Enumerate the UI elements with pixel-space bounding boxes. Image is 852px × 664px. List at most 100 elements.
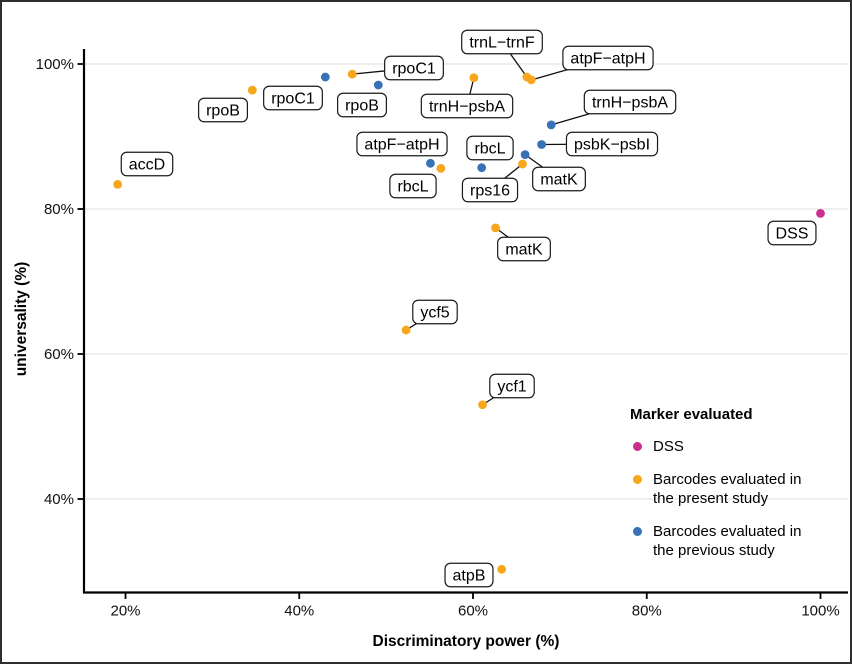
data-point-matK [520, 150, 530, 160]
point-label-text: ycf5 [420, 305, 449, 322]
point-labels: accD rpoB rpoC1 rpoC1 rpoB trnH−psbA trnL−trnF… [120, 29, 817, 588]
point-label-box [466, 135, 514, 161]
data-point-DSS [816, 208, 825, 218]
point-label-box [384, 55, 444, 81]
point-label-atpB: atpB [444, 562, 494, 588]
data-point-atpF−atpH [526, 75, 536, 85]
point-label-box [461, 177, 519, 203]
point-label-ycf5: ycf5 [412, 299, 458, 325]
data-point-rps16 [518, 159, 527, 169]
point-label-text: atpF−atpH [364, 137, 439, 154]
point-label-box [497, 236, 551, 262]
legend-items: DSS Barcodes evaluated in the present stud… [630, 437, 845, 561]
data-point-psbK−psbI [537, 140, 547, 149]
legend-dot-previous-icon [633, 526, 642, 536]
point-label-rbcL: rbcL [389, 173, 437, 199]
legend-item-present: Barcodes evaluated in the present study [630, 470, 845, 509]
data-point-matK [491, 223, 500, 233]
point-label-text: matK [505, 242, 543, 259]
x-tick-label-20: 20% [110, 603, 140, 620]
point-label-rpoC1: rpoC1 [384, 55, 444, 81]
data-point-ycf1 [478, 400, 487, 410]
point-label-box [356, 131, 448, 157]
point-label-box [412, 299, 458, 325]
legend-dot-dss-icon [633, 442, 642, 451]
point-label-rpoB: rpoB [198, 97, 248, 123]
data-point-atpB [497, 564, 507, 574]
data-point-rpoC1 [347, 69, 357, 79]
legend-dot-present-icon [633, 474, 642, 484]
point-label-trnH−psbA: trnH−psbA [420, 93, 514, 119]
data-point-accD [113, 179, 123, 189]
point-label-accD: accD [120, 151, 174, 177]
point-label-text: rps16 [470, 183, 510, 200]
legend-label-dss: DSS [653, 437, 684, 457]
axes: 20% 40% 60% 80% 100% 100% 80% 60% 40% [36, 49, 848, 620]
point-label-text: trnL−trnF [469, 35, 535, 52]
legend-item-previous: Barcodes evaluated in the previous study [630, 522, 845, 561]
point-label-box [489, 373, 535, 399]
x-axis-title: Discriminatory power (%) [372, 633, 560, 650]
data-point-rbcL [477, 163, 487, 173]
point-label-text: rbcL [474, 141, 505, 158]
point-label-text: atpB [453, 568, 486, 585]
point-label-rps16: rps16 [461, 177, 519, 203]
y-tick-label-60: 60% [44, 346, 74, 363]
legend-label-line: the present study [653, 490, 769, 507]
point-label-text: rpoC1 [392, 61, 436, 78]
legend-label-line: the previous study [653, 542, 775, 559]
point-label-box [562, 45, 654, 71]
point-label-box [565, 131, 659, 157]
y-tick-label-40: 40% [44, 491, 74, 508]
point-label-rpoC1: rpoC1 [263, 85, 323, 111]
point-label-text: trnH−psbA [592, 95, 668, 112]
point-label-text: DSS [776, 226, 809, 243]
legend-label-line: Barcodes evaluated in [653, 522, 802, 540]
point-label-text: trnH−psbA [429, 99, 505, 116]
point-label-box [263, 85, 323, 111]
point-label-text: rpoB [206, 103, 240, 120]
point-label-text: matK [540, 172, 578, 189]
point-label-box [583, 89, 677, 115]
point-label-trnL−trnF: trnL−trnF [461, 29, 543, 55]
point-label-rpoB: rpoB [337, 92, 387, 118]
point-label-box [767, 220, 817, 246]
point-label-text: psbK−psbI [574, 137, 650, 154]
point-label-text: rpoC1 [271, 91, 315, 108]
point-label-box [389, 173, 437, 199]
point-label-box [420, 93, 514, 119]
y-axis-title: universality (%) [13, 261, 30, 377]
data-point-rpoB [247, 85, 257, 95]
point-label-box [198, 97, 248, 123]
data-points [113, 69, 825, 574]
x-tick-label-80: 80% [632, 603, 662, 620]
point-label-atpF−atpH: atpF−atpH [356, 131, 448, 157]
legend-item-dss: DSS [630, 437, 845, 457]
point-label-DSS: DSS [767, 220, 817, 246]
point-label-rbcL: rbcL [466, 135, 514, 161]
data-point-rpoC1 [320, 72, 330, 82]
point-label-matK: matK [532, 166, 586, 192]
point-label-text: accD [129, 157, 165, 174]
point-label-text: ycf1 [497, 379, 526, 396]
legend-label-previous: Barcodes evaluated in the previous study [653, 522, 801, 561]
point-label-text: rbcL [397, 179, 428, 196]
gridlines [84, 63, 848, 500]
data-point-ycf5 [401, 325, 411, 335]
point-label-matK: matK [497, 236, 551, 262]
point-label-box [461, 29, 543, 55]
data-point-trnH−psbA [546, 120, 556, 130]
data-point-atpF−atpH [426, 158, 435, 168]
legend-label-line: DSS [653, 438, 684, 455]
legend-label-line: Barcodes evaluated in [653, 470, 802, 488]
point-label-box [120, 151, 174, 177]
point-label-box [444, 562, 494, 588]
point-label-atpF−atpH: atpF−atpH [562, 45, 654, 71]
y-tick-label-100: 100% [36, 56, 74, 73]
legend: Marker evaluated DSS Barcodes evaluated i… [630, 405, 845, 574]
x-tick-label-40: 40% [284, 603, 314, 620]
data-point-trnH−psbA [469, 73, 479, 83]
y-tick-label-80: 80% [44, 201, 74, 218]
